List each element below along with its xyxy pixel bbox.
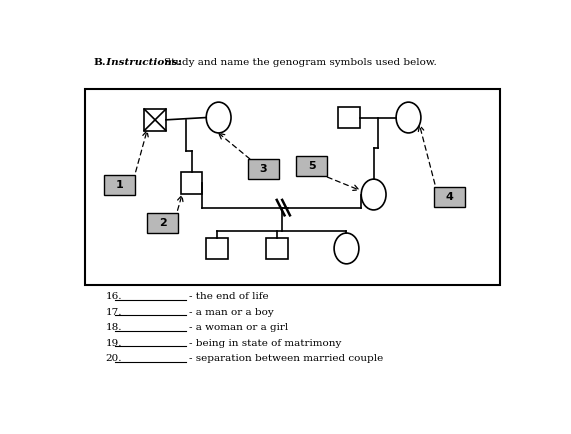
Bar (85, 89, 500, 286)
Ellipse shape (361, 179, 386, 210)
Text: - a woman or a girl: - a woman or a girl (189, 323, 288, 332)
Ellipse shape (206, 102, 231, 133)
Text: 16.: 16. (106, 293, 122, 302)
Text: B.: B. (93, 58, 106, 67)
Text: 4: 4 (445, 192, 453, 202)
Bar (434, 187, 465, 207)
Text: 1: 1 (115, 180, 123, 190)
Text: - separation between married couple: - separation between married couple (189, 354, 383, 363)
Text: Study and name the genogram symbols used below.: Study and name the genogram symbols used… (164, 58, 437, 67)
Text: 3: 3 (260, 164, 267, 174)
Text: 17.: 17. (106, 308, 122, 317)
Bar (206, 238, 228, 259)
Bar (338, 107, 360, 128)
Bar (296, 156, 327, 176)
Text: - a man or a boy: - a man or a boy (189, 308, 274, 317)
Bar (248, 159, 279, 179)
Bar (144, 109, 166, 131)
Text: 5: 5 (308, 161, 315, 171)
Text: 2: 2 (159, 218, 167, 228)
Ellipse shape (334, 233, 359, 264)
Text: 19.: 19. (106, 339, 122, 348)
Text: 18.: 18. (106, 323, 122, 332)
Text: - the end of life: - the end of life (189, 293, 269, 302)
Bar (104, 174, 135, 194)
Bar (266, 238, 288, 259)
Bar (147, 213, 178, 233)
Ellipse shape (396, 102, 421, 133)
Bar (180, 172, 202, 194)
Text: 20.: 20. (106, 354, 122, 363)
Text: - being in state of matrimony: - being in state of matrimony (189, 339, 341, 348)
Text: Instructions:: Instructions: (99, 58, 182, 67)
